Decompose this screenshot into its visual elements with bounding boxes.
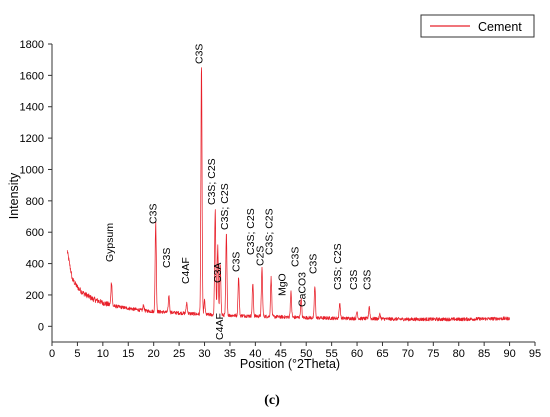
peak-label: C3A	[212, 263, 224, 283]
peak-label: CaCO3	[297, 272, 309, 307]
y-tick-label: 1400	[20, 102, 44, 114]
y-tick-label: 1200	[20, 133, 44, 145]
peak-label: MgO	[276, 273, 288, 296]
x-tick-label: 95	[529, 348, 541, 360]
x-tick-label: 30	[198, 348, 210, 360]
peak-label: C4AF	[180, 257, 192, 284]
y-tick-label: 1000	[20, 164, 44, 176]
peak-label: C3S	[194, 44, 206, 64]
peak-label: C3S; C2S	[264, 208, 276, 255]
y-tick-label: 800	[26, 196, 44, 208]
peak-label: C3S; C2S	[332, 243, 344, 290]
peak-label: C3S	[148, 204, 160, 224]
peak-label: C3S	[290, 247, 302, 267]
x-tick-label: 60	[351, 348, 363, 360]
legend-label-cement: Cement	[478, 20, 522, 34]
peak-label: Gypsum	[104, 223, 116, 262]
x-tick-label: 40	[249, 348, 261, 360]
peak-label: C3S	[361, 270, 373, 290]
x-tick-label: 25	[173, 348, 185, 360]
x-tick-label: 15	[122, 348, 134, 360]
x-tick-label: 10	[97, 348, 109, 360]
x-tick-label: 80	[453, 348, 465, 360]
peak-label: C3S	[307, 254, 319, 274]
x-tick-label: 45	[275, 348, 287, 360]
x-tick-label: 65	[376, 348, 388, 360]
y-tick-label: 1800	[20, 39, 44, 51]
peak-label: C3S; C2S	[206, 158, 218, 205]
x-tick-label: 90	[503, 348, 515, 360]
plot-area: 0 5 10 15 20 25 30 35 40 45 50 55 60 65 70 75 80 85 90 95 0 2…	[20, 39, 542, 360]
peak-label: C4AF	[214, 313, 226, 340]
peak-label: C3S	[231, 252, 243, 272]
legend-box	[420, 14, 535, 38]
peak-label: C3S; C2S	[245, 208, 257, 255]
peak-label: C3S	[161, 248, 173, 268]
peak-label: C3S	[348, 270, 360, 290]
peak-label: C3S; C2S	[219, 183, 231, 230]
y-tick-label: 400	[26, 259, 44, 271]
figure-caption: (c)	[264, 393, 280, 408]
x-tick-label: 70	[402, 348, 414, 360]
x-tick-label: 20	[148, 348, 160, 360]
peak-label: C2S	[255, 246, 267, 266]
x-tick-label: 50	[300, 348, 312, 360]
x-tick-label: 35	[224, 348, 236, 360]
x-tick-label: 85	[478, 348, 490, 360]
y-tick-label: 1600	[20, 70, 44, 82]
cement-series-line	[66, 67, 510, 322]
x-tick-label: 55	[326, 348, 338, 360]
x-tick-label: 5	[74, 348, 80, 360]
y-axis-title: Intensity	[7, 172, 21, 219]
x-tick-label: 0	[49, 348, 55, 360]
y-tick-label: 0	[38, 321, 44, 333]
x-tick-label: 75	[427, 348, 439, 360]
legend: Cement	[420, 14, 535, 38]
y-tick-label: 200	[26, 290, 44, 302]
x-axis-title: Position (°2Theta)	[240, 357, 340, 371]
y-tick-label: 600	[26, 227, 44, 239]
